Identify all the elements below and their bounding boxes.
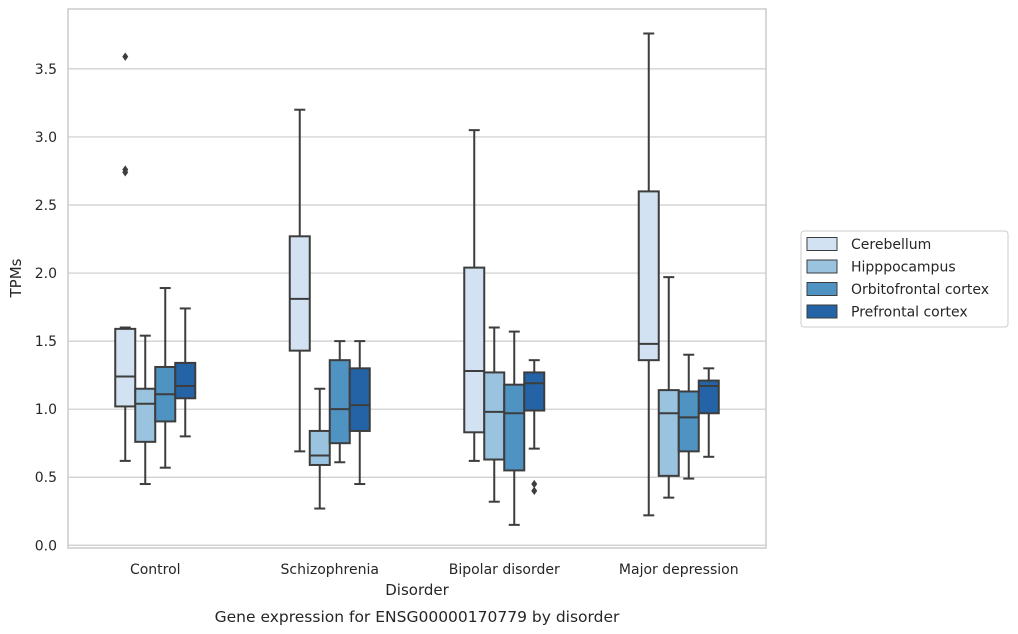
y-tick-label: 1.0 bbox=[35, 402, 57, 418]
x-tick-label: Bipolar disorder bbox=[449, 562, 560, 578]
box-body bbox=[328, 359, 351, 445]
y-axis-label: TPMs bbox=[7, 258, 25, 298]
outlier-point bbox=[531, 479, 538, 489]
box bbox=[503, 330, 526, 526]
outlier-point bbox=[122, 52, 129, 61]
y-axis-ticks: 0.0 0.5 1.0 1.5 2.0 2.5 3.0 3.5 bbox=[35, 62, 57, 554]
y-tick-label: 3.0 bbox=[35, 130, 57, 146]
y-tick-label: 2.5 bbox=[35, 198, 57, 214]
box bbox=[114, 52, 137, 462]
box-body bbox=[288, 235, 311, 352]
legend-label: Cerebellum bbox=[851, 237, 931, 253]
legend-label: Orbitofrontal cortex bbox=[851, 282, 989, 298]
series-cerebellum bbox=[114, 32, 660, 517]
box-body bbox=[308, 429, 331, 466]
y-tick-label: 0.0 bbox=[35, 538, 57, 554]
series-orbitofrontal-cortex bbox=[154, 287, 700, 526]
x-tick-label: Major depression bbox=[619, 562, 739, 578]
box-body bbox=[114, 327, 137, 408]
box bbox=[308, 387, 331, 510]
x-tick-label: Control bbox=[130, 562, 181, 578]
box-body bbox=[523, 371, 546, 412]
box bbox=[697, 367, 720, 458]
box-series bbox=[114, 32, 720, 526]
series-prefrontal-cortex bbox=[174, 307, 720, 496]
y-tick-label: 3.5 bbox=[35, 62, 57, 78]
box-body bbox=[463, 266, 486, 434]
box bbox=[677, 353, 700, 480]
outlier-point bbox=[122, 165, 129, 174]
x-axis-ticks: Control Schizophrenia Bipolar disorder Majo… bbox=[130, 562, 739, 578]
legend-frame bbox=[800, 230, 1009, 328]
box bbox=[348, 340, 371, 486]
box-body bbox=[174, 361, 197, 400]
box-body bbox=[134, 387, 157, 443]
legend: Cerebellum Hipppocampus Orbitofrontal cort… bbox=[800, 230, 1009, 328]
box bbox=[134, 334, 157, 486]
box-body bbox=[697, 379, 720, 415]
box-body bbox=[657, 389, 680, 477]
box bbox=[328, 340, 351, 464]
legend-label: Prefrontal cortex bbox=[851, 305, 968, 321]
legend-swatch bbox=[806, 237, 838, 251]
box-body bbox=[503, 383, 526, 472]
y-tick-label: 2.0 bbox=[35, 266, 57, 282]
box bbox=[463, 129, 486, 462]
box-body bbox=[677, 390, 700, 453]
x-tick-label: Schizophrenia bbox=[281, 562, 379, 578]
legend-swatch bbox=[806, 304, 838, 319]
x-axis-label: Disorder bbox=[385, 581, 449, 599]
box bbox=[637, 32, 660, 517]
legend-swatch bbox=[806, 259, 838, 274]
outlier-point bbox=[531, 486, 538, 496]
legend-label: Hipppocampus bbox=[851, 260, 956, 276]
y-tick-label: 1.5 bbox=[35, 334, 57, 350]
chart-caption: Gene expression for ENSG00000170779 by d… bbox=[215, 608, 620, 626]
box-body bbox=[637, 190, 660, 362]
y-tick-label: 0.5 bbox=[35, 470, 57, 486]
box-body bbox=[348, 367, 371, 432]
box bbox=[288, 108, 311, 453]
legend-swatch bbox=[806, 282, 838, 296]
box bbox=[174, 307, 197, 438]
box-body bbox=[483, 371, 506, 461]
box bbox=[523, 359, 546, 496]
